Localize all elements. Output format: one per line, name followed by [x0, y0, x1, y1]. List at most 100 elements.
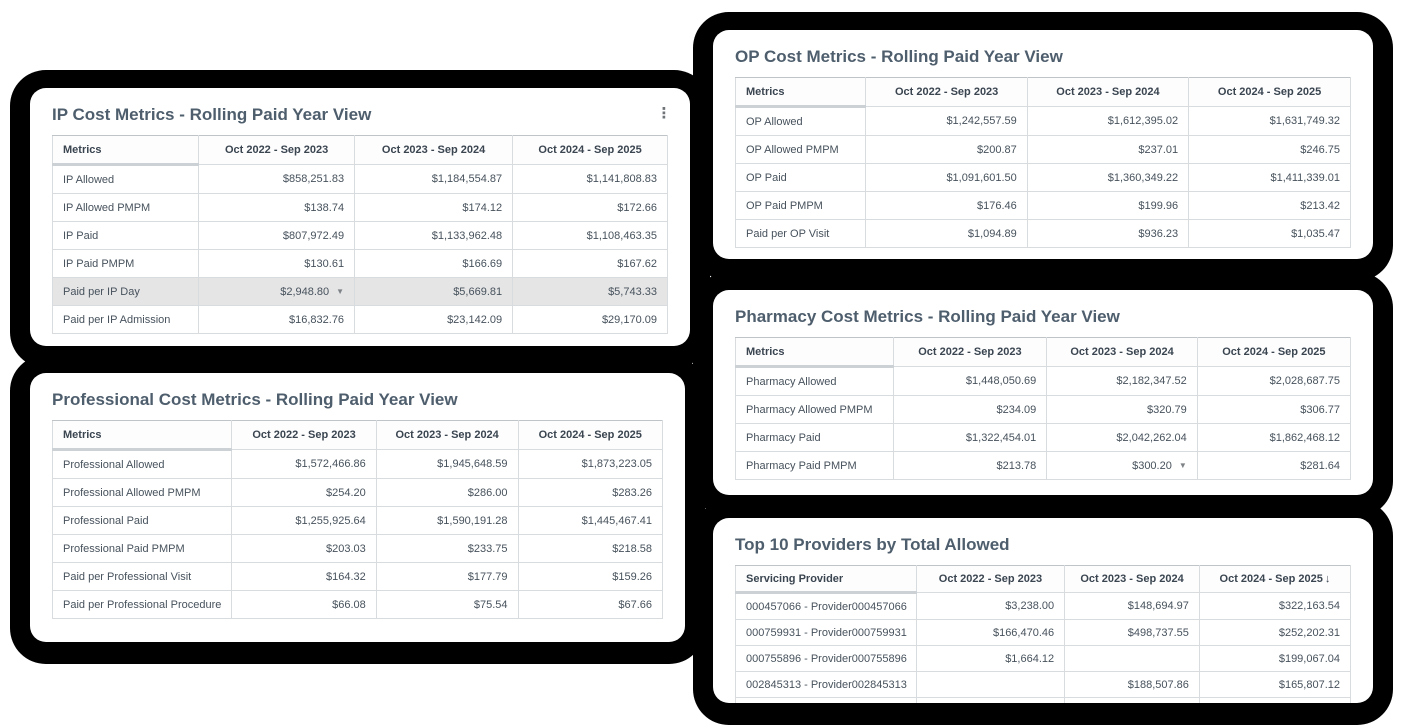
value-cell: $306.77	[1196, 395, 1352, 424]
column-header-oct-2024-sep-2025[interactable]: Oct 2024 - Sep 2025	[517, 420, 664, 450]
table-row: Paid per Professional Visit $164.32 $177.7…	[51, 562, 664, 591]
column-header-metrics[interactable]: Metrics	[51, 420, 233, 451]
row-label: 002845313 - Provider002845313	[735, 671, 917, 698]
column-header-oct-2022-sep-2023[interactable]: Oct 2022 - Sep 2023	[892, 337, 1048, 367]
value-text: $5,669.81	[453, 285, 503, 298]
value-cell: $1,448,050.69	[892, 366, 1048, 396]
value-cell: $66.08	[231, 590, 377, 619]
value-text: $1,411,339.01	[1270, 171, 1340, 184]
value-cell: $1,133,962.48	[354, 221, 514, 250]
column-header-oct-2022-sep-2023[interactable]: Oct 2022 - Sep 2023	[231, 420, 377, 450]
column-header-oct-2024-sep-2025[interactable]: Oct 2024 - Sep 2025	[1188, 77, 1351, 107]
table-row: OP Paid $1,091,601.50 $1,360,349.22 $1,411,…	[734, 163, 1351, 192]
value-text: $1,322,454.01	[965, 431, 1037, 444]
value-text: $218.58	[612, 542, 652, 555]
table-row: Paid per IP Admission $16,832.76 $23,142.0…	[51, 305, 668, 334]
column-header-label: Metrics	[746, 345, 785, 358]
value-cell: $1,035.47	[1188, 219, 1351, 248]
value-text: $306.77	[1300, 403, 1340, 416]
value-text: $213.78	[996, 459, 1037, 472]
value-cell: $176.46	[865, 191, 1028, 220]
column-header-servicing-provider[interactable]: Servicing Provider	[735, 565, 917, 594]
value-cell: $1,445,467.41	[517, 506, 664, 535]
row-label: OP Paid	[734, 163, 867, 192]
value-text: $246.75	[1300, 143, 1340, 156]
value-text: $1,862,468.12	[1269, 431, 1340, 444]
value-text: $1,242,557.59	[946, 115, 1017, 127]
value-text: $1,448,050.69	[965, 375, 1037, 387]
row-label: Pharmacy Allowed	[735, 366, 894, 396]
column-header-oct-2023-sep-2024[interactable]: Oct 2023 - Sep 2024	[1046, 337, 1198, 367]
value-text: $1,945,648.59	[437, 458, 508, 470]
column-header-metrics[interactable]: Metrics	[51, 135, 200, 166]
value-cell: $936.23	[1026, 219, 1190, 248]
value-cell: $1,945,648.59	[375, 449, 519, 479]
column-header-oct-2022-sep-2023[interactable]: Oct 2022 - Sep 2023	[865, 77, 1028, 107]
header-row: Metrics Oct 2022 - Sep 2023 Oct 2023 - Sep…	[735, 337, 1352, 368]
value-text: $1,035.47	[1291, 227, 1340, 240]
value-cell: $130.61	[198, 249, 356, 278]
value-cell: $3,238.00	[915, 592, 1066, 620]
value-text: $167.62	[617, 257, 657, 270]
value-text: $283.26	[612, 486, 652, 499]
table-row: Professional Allowed PMPM $254.20 $286.00 $…	[51, 478, 664, 507]
data-table: Servicing Provider Oct 2022 - Sep 2023 Oct…	[735, 565, 1352, 703]
row-label: Paid per OP Visit	[734, 219, 867, 248]
value-cell: $1,612,395.02	[1026, 106, 1190, 136]
column-header-label: Oct 2022 - Sep 2023	[938, 573, 1043, 585]
value-cell: $281.64	[1196, 451, 1352, 480]
column-header-label: Oct 2022 - Sep 2023	[894, 86, 999, 98]
table-row: OP Allowed $1,242,557.59 $1,612,395.02 $1,6…	[734, 106, 1351, 136]
value-text: $234.09	[996, 403, 1037, 416]
value-text: $1,572,466.86	[295, 458, 366, 470]
value-text: $1,664.12	[1005, 652, 1055, 665]
card-title: Pharmacy Cost Metrics - Rolling Paid Yea…	[735, 307, 1120, 326]
kebab-menu-icon[interactable]: ⋮	[656, 105, 672, 122]
value-text: $164.32	[325, 570, 366, 583]
card-title: IP Cost Metrics - Rolling Paid Year View	[52, 105, 372, 124]
column-header-oct-2024-sep-2025[interactable]: Oct 2024 - Sep 2025	[512, 135, 668, 165]
value-cell: $5,669.81	[354, 277, 514, 306]
value-text: $176.46	[977, 199, 1017, 212]
sort-descending-icon[interactable]: ↓	[1324, 573, 1331, 585]
column-header-metrics[interactable]: Metrics	[735, 337, 894, 368]
value-text: $177.79	[467, 570, 508, 583]
card-op-cost-metrics: OP Cost Metrics - Rolling Paid Year View…	[713, 30, 1373, 259]
value-cell: $1,590,191.28	[375, 506, 519, 535]
card-title: Top 10 Providers by Total Allowed	[735, 535, 1010, 554]
row-label: Paid per IP Day	[51, 277, 200, 306]
value-text: $254.20	[325, 486, 366, 499]
value-text: $498,737.55	[1127, 626, 1189, 639]
value-cell: $29,170.09	[512, 305, 668, 334]
value-cell: $1,572,466.86	[231, 449, 377, 479]
value-cell: $218.58	[517, 534, 664, 563]
value-text: $1,612,395.02	[1107, 115, 1179, 127]
column-header-oct-2023-sep-2024[interactable]: Oct 2023 - Sep 2024	[1026, 77, 1190, 107]
value-text: $159.26	[612, 570, 652, 583]
column-header-oct-2023-sep-2024[interactable]: Oct 2023 - Sep 2024	[354, 135, 514, 165]
table-row: 000457066 - Provider000457066 $3,238.00 $1…	[735, 592, 1352, 620]
value-cell: $1,108,463.35	[512, 221, 668, 250]
row-label: Paid per IP Admission	[51, 305, 200, 334]
value-cell: $1,141,808.83	[512, 164, 668, 194]
column-header-oct-2022-sep-2023[interactable]: Oct 2022 - Sep 2023	[198, 135, 356, 165]
data-table: Metrics Oct 2022 - Sep 2023 Oct 2023 - Sep…	[734, 77, 1351, 248]
table-row: Pharmacy Paid $1,322,454.01 $2,042,262.04 $…	[735, 423, 1352, 452]
value-cell: $174.12	[354, 193, 514, 222]
column-header-oct-2023-sep-2024[interactable]: Oct 2023 - Sep 2024	[375, 420, 519, 450]
column-header-oct-2023-sep-2024[interactable]: Oct 2023 - Sep 2024	[1064, 565, 1200, 593]
value-cell: $75.54	[375, 590, 519, 619]
data-table: Metrics Oct 2022 - Sep 2023 Oct 2023 - Sep…	[51, 135, 668, 334]
column-header-oct-2022-sep-2023[interactable]: Oct 2022 - Sep 2023	[915, 565, 1066, 593]
table-row: Paid per Professional Procedure $66.08 $75…	[51, 590, 664, 619]
value-cell: $148,694.97	[1064, 592, 1200, 620]
column-header-metrics[interactable]: Metrics	[734, 77, 867, 108]
value-cell: $246.75	[1188, 135, 1351, 164]
table-row: 002845313 - Provider002845313 $188,507.86…	[735, 671, 1352, 698]
column-header-oct-2024-sep-2025[interactable]: Oct 2024 - Sep 2025	[1196, 337, 1352, 367]
header-row: Metrics Oct 2022 - Sep 2023 Oct 2023 - Sep…	[51, 135, 668, 166]
value-text: $286.00	[467, 486, 508, 499]
column-header-oct-2024-sep-2025[interactable]: Oct 2024 - Sep 2025 ↓	[1198, 565, 1352, 593]
row-label: IP Allowed PMPM	[51, 193, 200, 222]
